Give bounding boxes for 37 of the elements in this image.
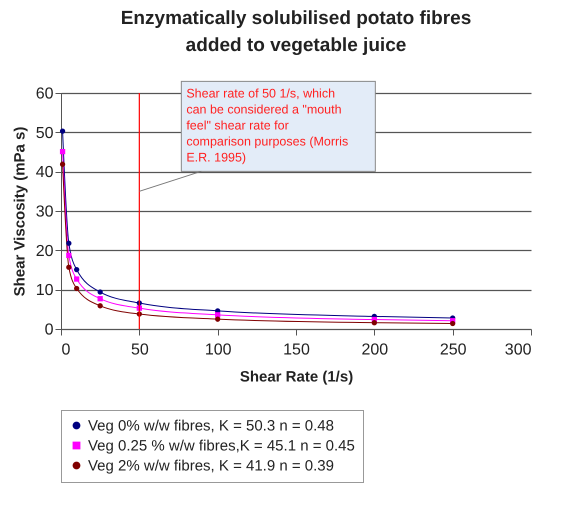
point bbox=[74, 276, 80, 282]
point bbox=[450, 320, 456, 326]
y-tick-label: 40 bbox=[36, 164, 54, 182]
annotation: Shear rate of 50 1/s, which can be considered a "mouth feel" shear rate for comparison purposes (Morris E.R. 1995) bbox=[186, 86, 348, 164]
legend-label: Veg 0.25 % w/w fibres,K = 45.1 n = 0.45 bbox=[88, 438, 355, 454]
point bbox=[66, 264, 72, 270]
y-tick-label: 30 bbox=[36, 204, 54, 220]
point bbox=[98, 289, 103, 295]
point bbox=[60, 128, 66, 134]
point bbox=[60, 148, 66, 154]
y-tick-label: 60 bbox=[36, 86, 54, 102]
point bbox=[215, 312, 220, 318]
y-axis-title: Shear Viscosity (mPa s) bbox=[12, 126, 29, 296]
point bbox=[74, 266, 80, 272]
x-tick-label: 0 bbox=[62, 342, 70, 358]
point bbox=[372, 320, 377, 326]
x-tick-label: 100 bbox=[204, 342, 232, 358]
point bbox=[98, 296, 103, 302]
x-tick-label: 300 bbox=[504, 342, 532, 358]
x-axis-title: Shear Rate (1/s) bbox=[240, 368, 354, 386]
y-tick-label: 0 bbox=[44, 322, 54, 338]
point bbox=[98, 303, 103, 308]
chart-title: Enzymatically solubilised potato fibres added to vegetable juice bbox=[120, 8, 472, 56]
y-tick-label: 10 bbox=[36, 282, 54, 300]
y-tick-label: 20 bbox=[36, 242, 54, 260]
point bbox=[60, 162, 66, 167]
legend-label: Veg 0% w/w fibres, K = 50.3 n = 0.48 bbox=[88, 418, 334, 434]
x-tick-label: 150 bbox=[283, 342, 310, 358]
x-tick-label: 250 bbox=[440, 342, 467, 358]
point bbox=[74, 286, 80, 292]
point bbox=[66, 240, 72, 246]
x-tick-label: 200 bbox=[361, 342, 388, 358]
point bbox=[215, 316, 220, 322]
legend-label: Veg 2% w/w fibres, K = 41.9 n = 0.39 bbox=[88, 458, 334, 474]
y-tick-label: 50 bbox=[36, 124, 54, 142]
point bbox=[66, 252, 72, 258]
x-tick-label: 50 bbox=[130, 342, 149, 358]
